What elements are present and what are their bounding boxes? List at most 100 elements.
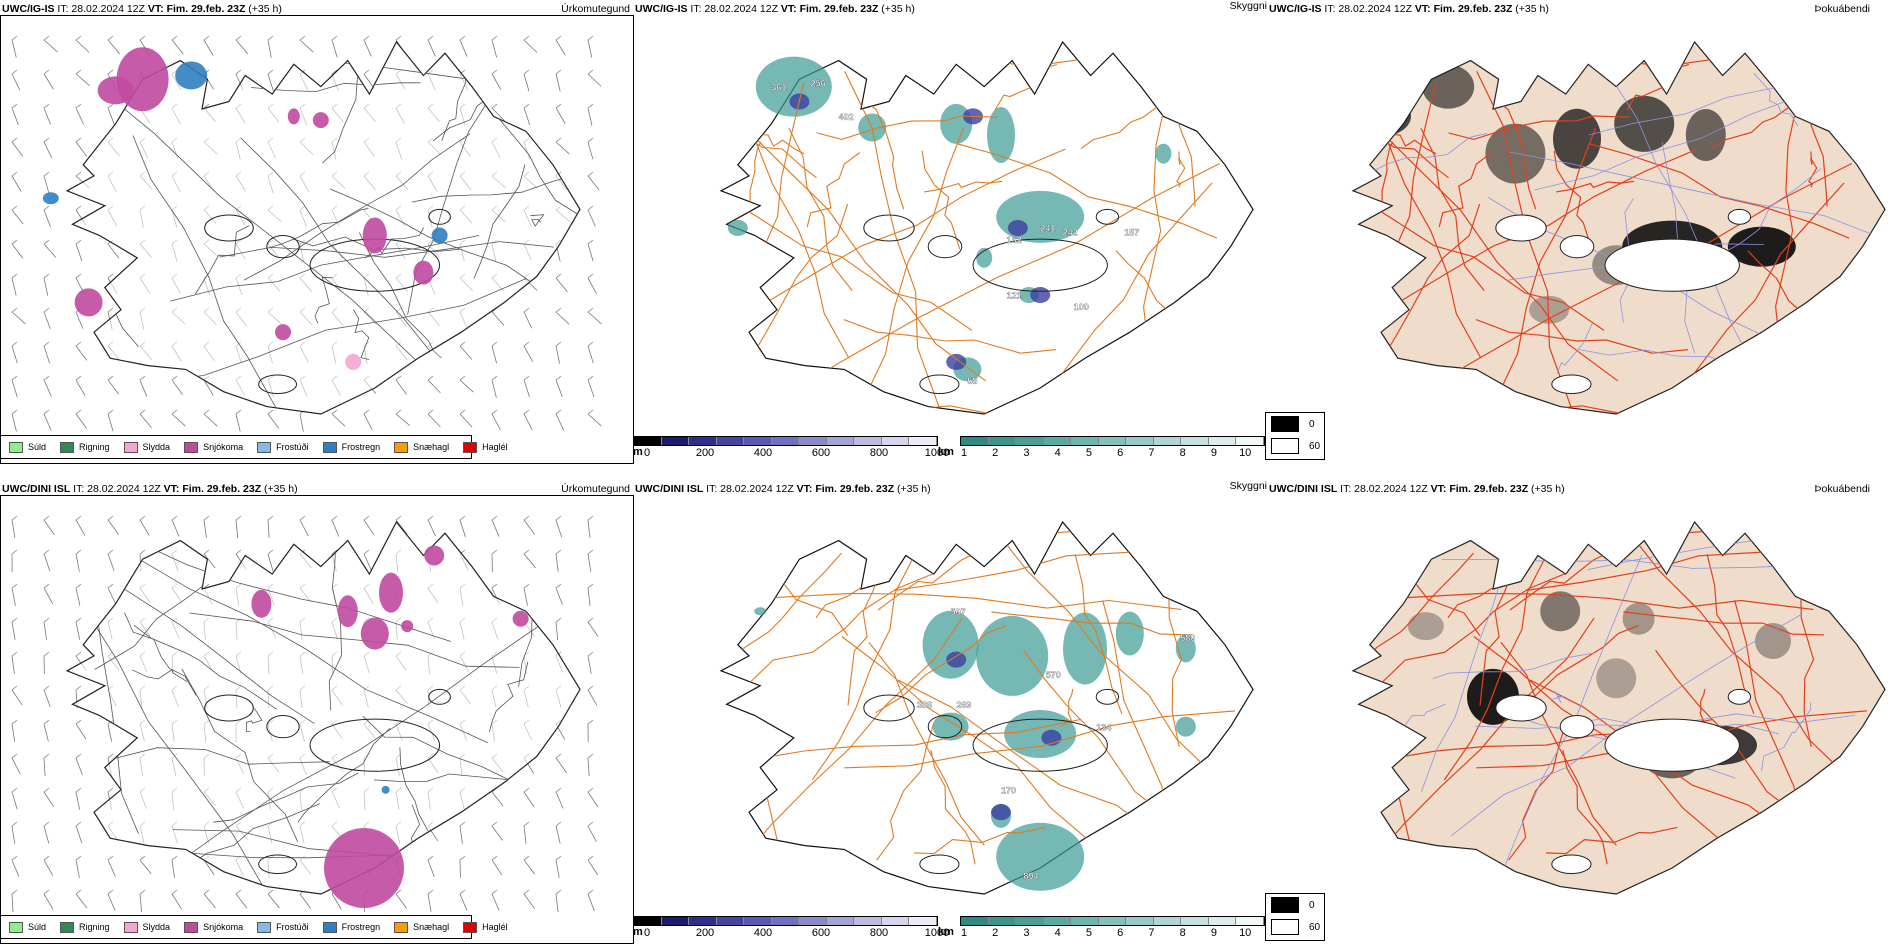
wind-barb <box>203 519 207 538</box>
wind-barb <box>395 519 408 535</box>
wind-barb <box>43 689 51 708</box>
road <box>1448 115 1631 141</box>
wind-barb <box>587 757 590 776</box>
ceiling-value-label: 134 <box>1096 722 1111 732</box>
wind-barb <box>491 345 497 364</box>
colorbar-tick: 6 <box>1117 447 1124 459</box>
ceiling-value-label: 100 <box>1074 302 1089 312</box>
wind-barb <box>491 311 505 326</box>
wind-barb <box>203 413 218 427</box>
colorbar-step <box>1208 917 1237 925</box>
legend-item: Slydda <box>123 441 170 453</box>
wind-barb <box>11 141 24 157</box>
colorbar-step <box>799 437 827 445</box>
river <box>1753 72 1799 127</box>
wind-barb <box>43 209 51 227</box>
colorbar-step <box>744 917 772 925</box>
wind-barb <box>587 825 597 843</box>
colorbar-tick: 10 <box>1239 927 1252 939</box>
colorbar-step <box>826 917 855 925</box>
colorbar-tick: 9 <box>1210 447 1218 459</box>
road <box>1176 151 1186 188</box>
wind-barb <box>43 413 52 431</box>
wind-barb <box>75 243 83 262</box>
road <box>746 129 987 382</box>
wind-barb <box>523 311 533 329</box>
road <box>1774 113 1796 345</box>
legend-label: Haglél <box>482 442 508 452</box>
panel-title: Úrkomutegund <box>561 3 630 15</box>
legend-swatch <box>60 441 75 453</box>
road <box>195 225 250 295</box>
colorbar-tick: 400 <box>753 927 773 939</box>
wind-barb <box>203 39 214 56</box>
iceland-map <box>1351 520 1886 895</box>
wind-barb <box>523 107 531 126</box>
precip-area <box>362 217 387 254</box>
precip-area <box>431 227 448 244</box>
colorbar-step <box>1098 917 1127 925</box>
ceiling-area <box>991 804 1011 821</box>
fog-legend: 0 60 <box>1265 893 1325 941</box>
wind-barb <box>395 413 411 426</box>
wind-barb <box>587 519 591 538</box>
road <box>806 152 861 228</box>
fog-panel-bottom: UWC/DINI ISL IT: 28.02.2024 12Z VT: Fim.… <box>1265 480 1900 950</box>
legend-swatch <box>394 921 409 933</box>
legend-label: Frostúði <box>276 442 309 452</box>
wind-barb <box>107 107 115 125</box>
road <box>921 150 961 250</box>
wind-barb <box>75 791 81 810</box>
precip-area <box>175 61 208 90</box>
glacier-outline <box>1095 208 1120 225</box>
wind-barb <box>459 345 473 360</box>
road <box>488 661 529 733</box>
legend-swatch <box>123 921 138 933</box>
ceiling-value-label: 242 <box>1063 227 1078 237</box>
wind-barb <box>587 277 597 295</box>
road <box>1438 152 1493 228</box>
wind-barb <box>43 859 54 876</box>
colorbar-step <box>799 917 827 925</box>
wind-barb <box>11 791 18 810</box>
legend-swatch <box>394 441 409 453</box>
glacier-outline <box>258 854 298 875</box>
fog-indicator-area <box>1755 623 1791 660</box>
panel-title: Úrkomutegund <box>561 483 630 495</box>
precip-areas <box>251 545 529 908</box>
wind-barb <box>267 39 272 58</box>
road <box>749 203 849 360</box>
wind-barb <box>523 345 534 362</box>
wind-barb <box>11 893 14 912</box>
road <box>314 276 333 324</box>
wind-barb <box>587 893 595 912</box>
road <box>804 403 1091 414</box>
wind-barb <box>331 413 346 427</box>
wind-barb <box>171 519 180 537</box>
wind-barb <box>523 791 535 808</box>
precip-area <box>360 617 389 650</box>
road <box>329 188 538 287</box>
ceiling-value-label: 580 <box>1180 633 1195 643</box>
ceiling-value-label: 121 <box>1007 291 1022 301</box>
road <box>1498 102 1537 210</box>
river <box>1552 691 1564 703</box>
road <box>766 148 1066 303</box>
legend-label: Snjókoma <box>203 922 244 932</box>
wind-barb <box>203 859 215 876</box>
precip-area <box>424 545 445 566</box>
legend-label: Frostregn <box>341 922 381 932</box>
road <box>1562 749 1608 865</box>
precip-area <box>381 785 390 794</box>
glacier-outline <box>1095 688 1120 705</box>
wind-barb <box>587 243 594 262</box>
colorbar-tick: 10 <box>1239 447 1252 459</box>
road <box>726 524 1221 541</box>
colorbar-tick: 1 <box>960 927 968 939</box>
wind-barb <box>11 209 24 225</box>
wind-barb <box>459 379 474 393</box>
precip-type-panel-top: UWC/IG-IS IT: 28.02.2024 12Z VT: Fim. 29… <box>0 0 636 470</box>
visibility-area <box>1155 143 1172 164</box>
colorbar-tick: 6 <box>1117 927 1124 939</box>
wind-barb <box>11 379 18 398</box>
